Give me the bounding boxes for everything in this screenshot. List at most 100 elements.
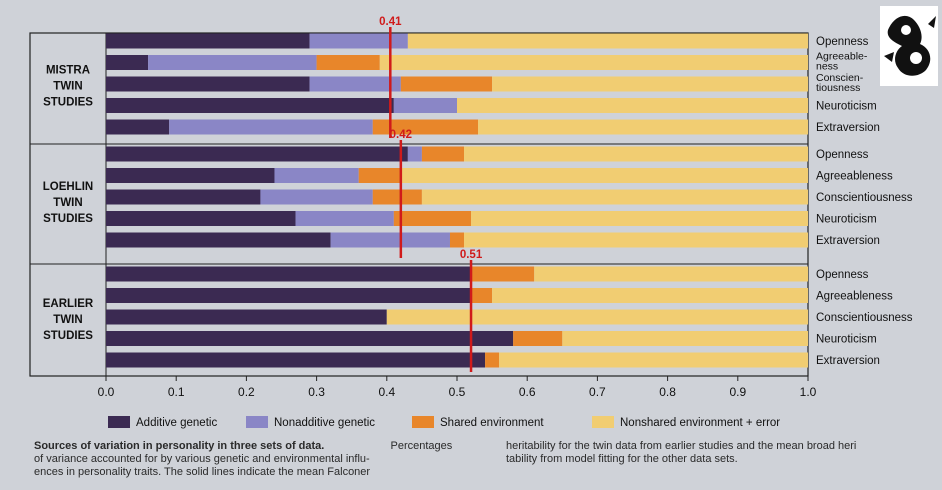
group-label-line: STUDIES — [43, 97, 93, 109]
bar-segment-nonshared-environment-error — [492, 76, 808, 92]
x-tick-label: 0.1 — [168, 385, 185, 399]
mean-lines: 0.41 0.42 0.51 — [379, 16, 483, 372]
trait-label: Extraversion — [816, 122, 880, 134]
bar-segment-nonshared-environment-error — [499, 352, 808, 368]
trait-label: Conscientiousness — [816, 312, 913, 324]
hand-drawn-figure-art — [880, 6, 938, 86]
bar-segment-nonshared-environment-error — [386, 309, 808, 325]
mean-value-label: 0.41 — [379, 16, 402, 28]
x-tick-label: 0.0 — [98, 385, 115, 399]
caption-title: Sources of variation in personality in t… — [34, 440, 325, 452]
trait-label: Neuroticism — [816, 214, 877, 226]
bar-segment-shared-environment — [485, 352, 500, 368]
x-tick-label: 0.6 — [519, 385, 536, 399]
group-label-line: TWIN — [53, 197, 82, 209]
bar-segment-shared-environment — [393, 211, 472, 226]
bar-segment-additive-genetic — [106, 119, 170, 135]
group-label-line: STUDIES — [43, 330, 93, 342]
trait-label: Extraversion — [816, 355, 880, 367]
legend: Additive genetic Nonadditive genetic Share… — [108, 416, 780, 429]
bar-segment-additive-genetic — [106, 168, 275, 183]
caption-right: heritability for the twin data from earl… — [506, 440, 936, 466]
bar-segment-shared-environment — [316, 55, 380, 70]
bar-segment-nonadditive-genetic — [330, 232, 450, 248]
trait-label: Openness — [816, 36, 869, 48]
bar-segment-nonshared-environment-error — [457, 98, 808, 113]
bar-segment-nonshared-environment-error — [562, 331, 808, 346]
trait-label: ness — [816, 61, 838, 73]
bar-segment-nonshared-environment-error — [478, 119, 808, 135]
bar-segment-nonshared-environment-error — [379, 55, 808, 70]
caption-text-5: tability from model fitting for the othe… — [506, 453, 738, 465]
x-tick-label: 0.7 — [589, 385, 606, 399]
bar-segment-nonshared-environment-error — [471, 211, 808, 226]
group-label-line: TWIN — [53, 81, 82, 93]
group-label-line: TWIN — [53, 314, 82, 326]
bar-segment-nonadditive-genetic — [274, 168, 359, 183]
trait-label: Openness — [816, 269, 869, 281]
trait-label: Conscientiousness — [816, 192, 913, 204]
group-label-line: STUDIES — [43, 213, 93, 225]
x-tick-label: 0.8 — [659, 385, 676, 399]
bar-segment-shared-environment — [358, 168, 401, 183]
bar-segment-nonshared-environment-error — [407, 33, 808, 49]
legend-label: Shared environment — [440, 417, 544, 429]
bar-segment-shared-environment — [372, 189, 422, 205]
bar-segment-additive-genetic — [106, 352, 486, 368]
group-label-line: EARLIER — [43, 298, 94, 310]
bar-segment-nonadditive-genetic — [295, 211, 394, 226]
bar-segment-additive-genetic — [106, 55, 149, 70]
trait-label: Agreeableness — [816, 171, 893, 183]
bar-segment-shared-environment — [513, 331, 563, 346]
legend-swatch — [412, 416, 434, 428]
bar-segment-nonadditive-genetic — [309, 76, 401, 92]
bar-segment-shared-environment — [449, 232, 465, 248]
bar-segment-additive-genetic — [106, 146, 408, 162]
x-axis: 0.0 0.1 0.2 0.3 0.4 0.5 0.6 0.7 0.8 0.9 1.0 — [98, 376, 817, 399]
x-tick-label: 0.2 — [238, 385, 255, 399]
trait-label: Neuroticism — [816, 101, 877, 113]
bar-segment-nonshared-environment-error — [534, 266, 808, 282]
bar-segment-additive-genetic — [106, 288, 472, 303]
bar-segment-nonshared-environment-error — [492, 288, 808, 303]
x-tick-label: 0.4 — [378, 385, 395, 399]
legend-label: Nonshared environment + error — [620, 417, 780, 429]
legend-label: Additive genetic — [136, 417, 217, 429]
bar-segment-additive-genetic — [106, 232, 331, 248]
legend-swatch — [108, 416, 130, 428]
bar-segment-nonadditive-genetic — [260, 189, 373, 205]
x-tick-label: 0.3 — [308, 385, 325, 399]
bar-segment-nonshared-environment-error — [464, 146, 808, 162]
trait-label: Neuroticism — [816, 334, 877, 346]
trait-label: Openness — [816, 149, 869, 161]
bar-segment-nonshared-environment-error — [400, 168, 808, 183]
x-tick-label: 0.9 — [729, 385, 746, 399]
personality-variance-chart: MISTRA TWIN STUDIES LOEHLIN TWIN STUDIES EARLI… — [29, 16, 913, 429]
trait-label: Agreeable- — [816, 51, 868, 63]
bar-segment-nonadditive-genetic — [393, 98, 457, 113]
caption-text-2: of variance accounted for by various gen… — [34, 453, 370, 465]
caption-left: Sources of variation in personality in t… — [34, 440, 504, 479]
trait-label: tiousness — [816, 82, 860, 94]
x-tick-label: 1.0 — [800, 385, 817, 399]
bar-segment-shared-environment — [400, 76, 493, 92]
mean-value-label: 0.51 — [460, 249, 483, 261]
bar-segment-additive-genetic — [106, 189, 261, 205]
bar-segment-nonshared-environment-error — [464, 232, 808, 248]
mean-value-label: 0.42 — [390, 129, 412, 141]
bar-segment-shared-environment — [471, 288, 493, 303]
bar-segment-additive-genetic — [106, 331, 514, 346]
bar-segment-nonadditive-genetic — [148, 55, 317, 70]
bar-segment-additive-genetic — [106, 33, 310, 49]
trait-label: Extraversion — [816, 235, 880, 247]
bar-segment-nonshared-environment-error — [421, 189, 808, 205]
bar-segment-shared-environment — [421, 146, 465, 162]
legend-swatch — [592, 416, 614, 428]
caption-text-3: ences in personality traits. The solid l… — [34, 466, 371, 478]
bar-segment-additive-genetic — [106, 309, 387, 325]
bar-segment-nonadditive-genetic — [309, 33, 408, 49]
bar-segment-additive-genetic — [106, 76, 310, 92]
bar-segment-shared-environment — [372, 119, 479, 135]
trait-label: Conscien- — [816, 72, 864, 84]
bar-segment-shared-environment — [471, 266, 535, 282]
